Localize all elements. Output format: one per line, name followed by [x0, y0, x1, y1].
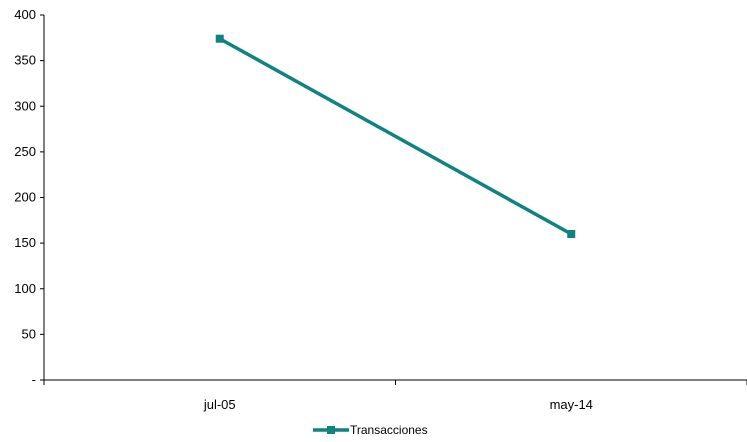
x-tick-label: jul-05	[203, 397, 236, 412]
x-tick-label: may-14	[550, 397, 593, 412]
y-tick-label: 200	[14, 190, 36, 205]
y-tick-label: 300	[14, 98, 36, 113]
y-tick-label: 250	[14, 144, 36, 159]
y-axis: - 50 100 150 200 250 300 350 400	[14, 7, 45, 387]
y-tick-label: 150	[14, 235, 36, 250]
y-tick-label: 50	[22, 326, 36, 341]
y-tick-label: 350	[14, 53, 36, 68]
y-tick-label: 100	[14, 281, 36, 296]
x-axis: jul-05 may-14	[43, 379, 747, 412]
legend-label-transacciones: Transacciones	[350, 423, 428, 437]
series-line	[218, 37, 573, 236]
legend-square-marker	[327, 426, 335, 434]
series-transacciones	[215, 34, 576, 238]
data-point-marker	[215, 34, 224, 43]
data-point-marker	[567, 230, 576, 238]
y-tick-label: -	[32, 372, 36, 387]
y-tick-label: 400	[14, 7, 36, 22]
legend: Transacciones	[313, 423, 428, 437]
